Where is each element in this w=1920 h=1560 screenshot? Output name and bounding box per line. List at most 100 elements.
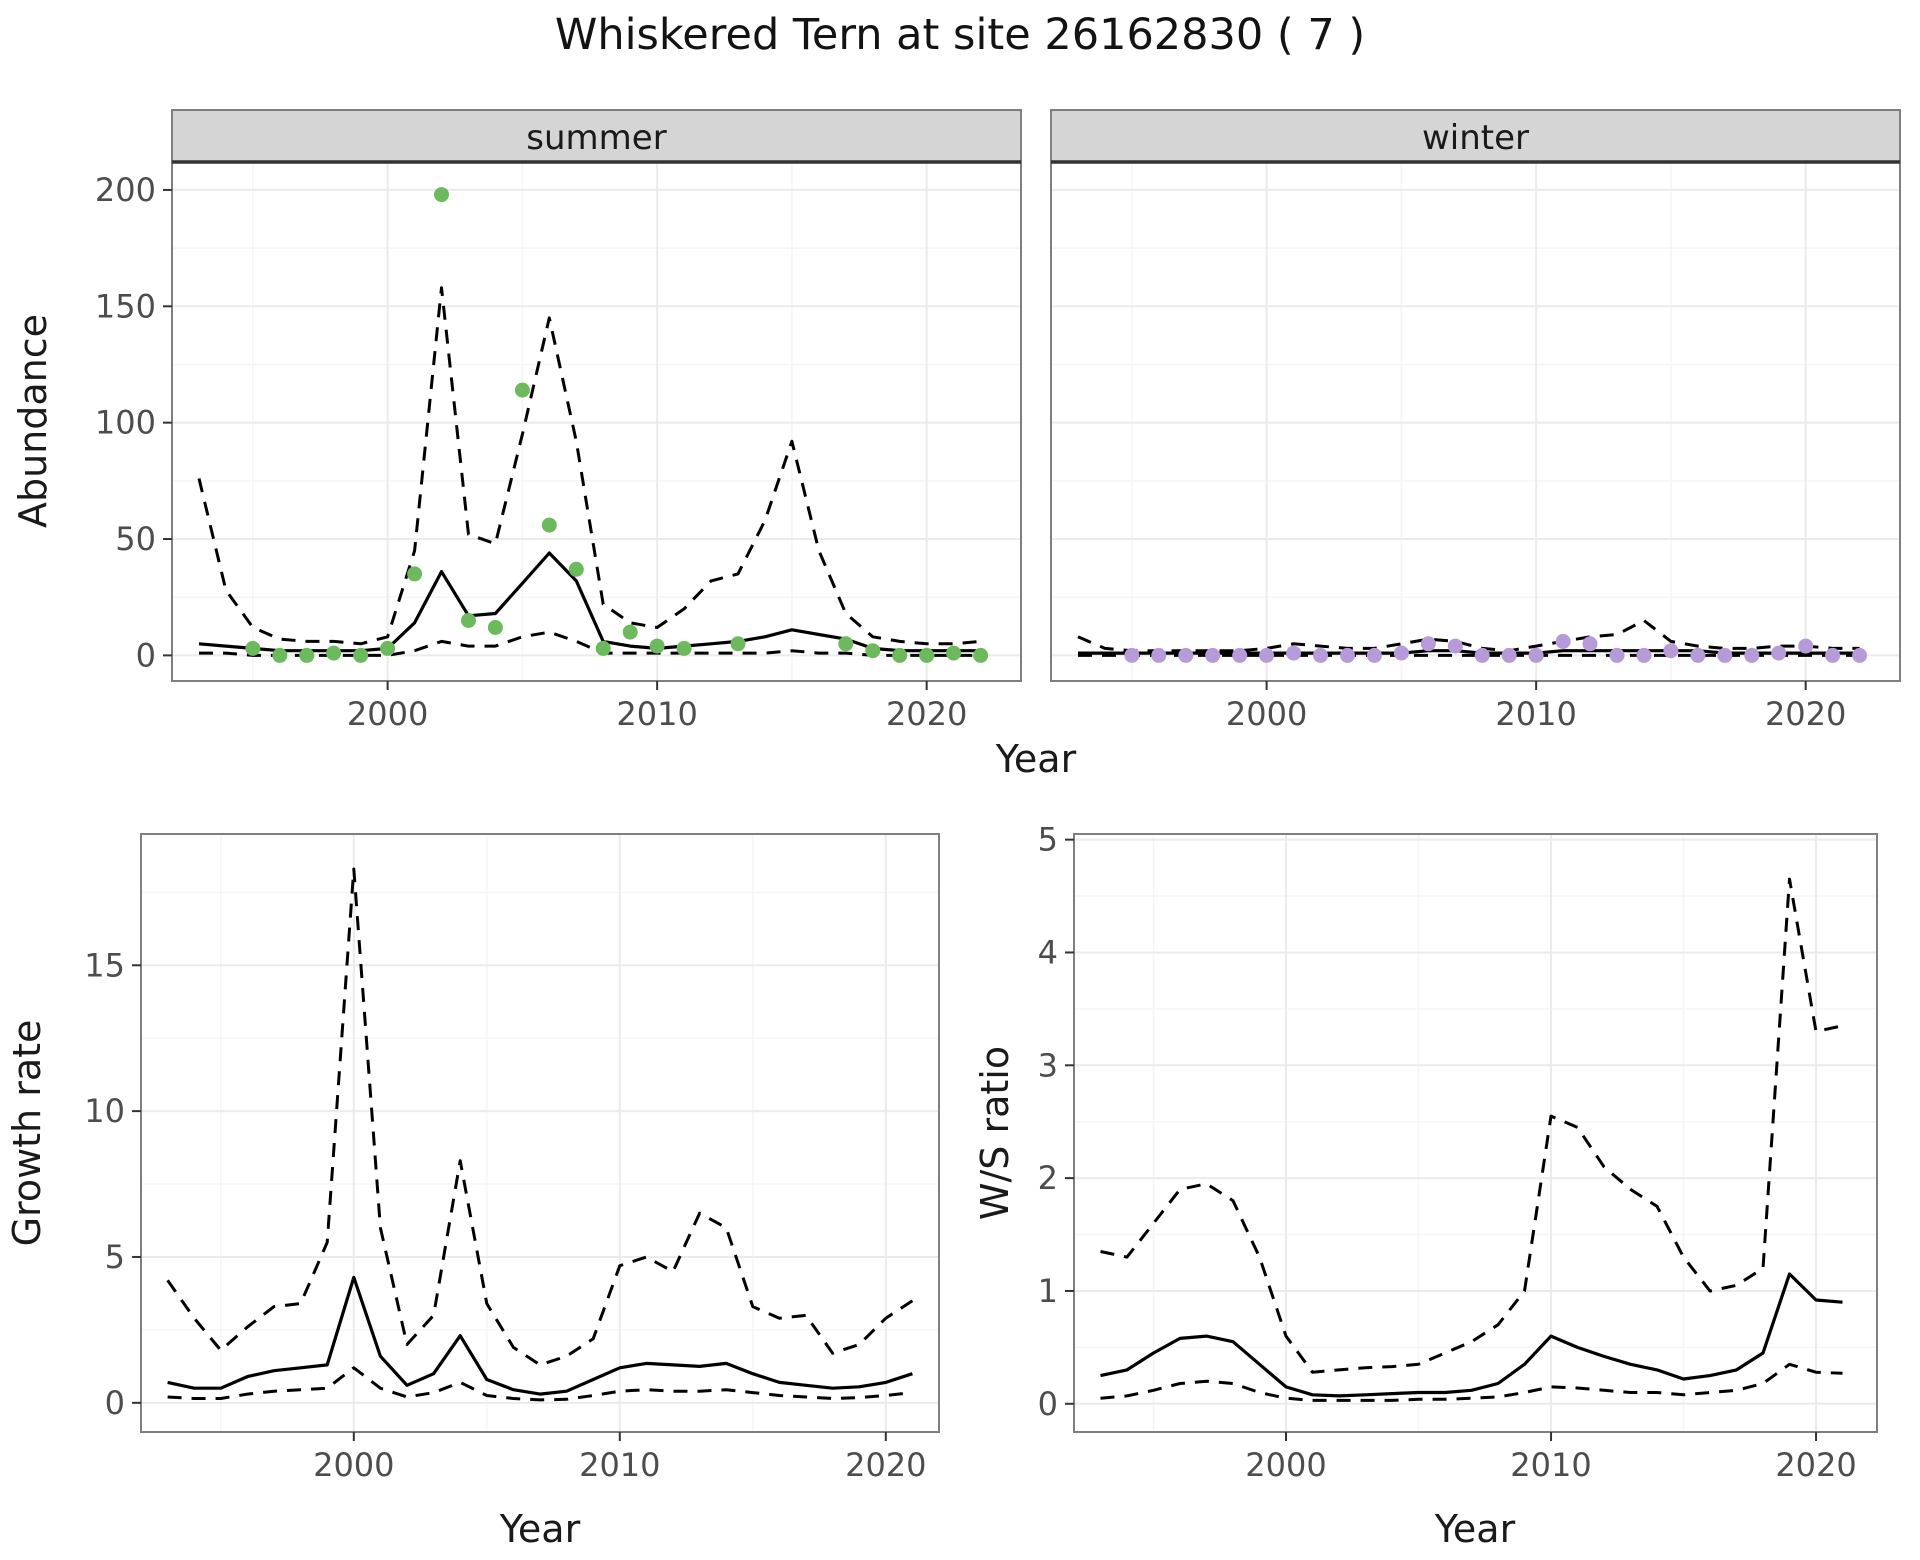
x-tick-label: 2000 <box>313 1446 394 1484</box>
data-point <box>1501 647 1517 663</box>
x-tick-label: 2020 <box>845 1446 926 1484</box>
data-point <box>649 638 665 654</box>
data-point <box>838 636 854 652</box>
x-tick-label: 2020 <box>1775 1446 1856 1484</box>
data-point <box>1690 647 1706 663</box>
data-point <box>1663 643 1679 659</box>
data-point <box>1771 645 1787 661</box>
panel-ws-ratio: 2000 2010 2020 0 1 2 3 4 5 <box>1038 821 1878 1484</box>
data-point <box>1555 633 1571 649</box>
data-point <box>1286 645 1302 661</box>
y-tick-label: 2 <box>1038 1159 1058 1197</box>
x-tick-label: 2000 <box>1245 1446 1326 1484</box>
data-point <box>1474 647 1490 663</box>
upper-ci-line <box>197 286 981 646</box>
data-point <box>919 647 935 663</box>
data-point <box>1366 647 1382 663</box>
data-point <box>1852 647 1868 663</box>
data-point <box>1609 647 1625 663</box>
x-tick-label: 2000 <box>1226 695 1307 733</box>
data-point <box>407 566 423 582</box>
panel-background <box>172 162 1021 681</box>
data-point <box>595 640 611 656</box>
lower-ci-line <box>1100 1362 1843 1402</box>
data-point <box>1205 647 1221 663</box>
facet-strip-label: summer <box>526 118 666 158</box>
data-point <box>514 382 530 398</box>
y-tick-label: 3 <box>1038 1046 1058 1084</box>
data-point <box>892 647 908 663</box>
data-point <box>326 645 342 661</box>
data-point <box>1178 647 1194 663</box>
data-point <box>946 645 962 661</box>
data-point <box>487 620 503 635</box>
y-tick-label: 10 <box>84 1092 125 1130</box>
y-tick-label: 15 <box>84 946 125 984</box>
data-point <box>461 613 476 628</box>
data-point <box>1447 638 1463 654</box>
y-tick-label: 0 <box>136 636 156 674</box>
x-tick-label: 2010 <box>579 1446 660 1484</box>
data-point <box>1393 645 1409 661</box>
data-point <box>622 624 638 640</box>
panel-abundance-summer: summer 2000 2010 2020 0 50 100 150 200 <box>95 109 1022 733</box>
data-point <box>1636 647 1652 663</box>
panel-border <box>140 833 940 1433</box>
data-point <box>1528 647 1544 663</box>
panel-background <box>1074 834 1877 1432</box>
observation-points <box>245 187 989 663</box>
x-tick-label: 2010 <box>616 695 697 733</box>
panel-background <box>1051 162 1900 681</box>
panel-border <box>1073 833 1878 1433</box>
data-point <box>1340 647 1355 663</box>
data-point <box>1232 647 1248 663</box>
panel-background <box>141 834 939 1432</box>
data-point <box>1582 636 1598 652</box>
y-tick-label: 5 <box>1038 821 1058 859</box>
data-point <box>1825 647 1841 663</box>
data-point <box>730 636 746 652</box>
data-point <box>380 640 396 656</box>
y-tick-label: 5 <box>105 1238 125 1276</box>
observation-points <box>1124 633 1868 663</box>
x-axis-title-year-growth: Year <box>499 1507 581 1551</box>
y-tick-label: 200 <box>95 171 156 209</box>
data-point <box>1420 636 1436 652</box>
data-point <box>541 517 557 533</box>
facet-strip <box>1050 109 1901 163</box>
data-point <box>299 647 315 663</box>
upper-ci-line <box>166 867 914 1367</box>
data-point <box>568 561 584 577</box>
y-tick-label: 100 <box>95 404 156 442</box>
data-point <box>1259 647 1275 663</box>
x-tick-label: 2020 <box>886 695 967 733</box>
data-point <box>1124 647 1140 663</box>
chart-title: Whiskered Tern at site 26162830 ( 7 ) <box>554 10 1366 60</box>
data-point <box>272 647 288 663</box>
panel-growth-rate: 2000 2010 2020 0 5 10 15 <box>84 833 940 1484</box>
data-point <box>1798 638 1814 654</box>
lower-ci-line <box>167 1366 913 1402</box>
data-point <box>865 643 881 659</box>
y-tick-label: 150 <box>95 287 156 325</box>
y-axis-title-abundance: Abundance <box>11 314 55 528</box>
y-tick-label: 50 <box>115 520 156 558</box>
data-point <box>1313 647 1328 663</box>
mean-line <box>1100 1272 1843 1398</box>
data-point <box>973 647 989 663</box>
data-point <box>676 640 692 656</box>
y-axis-title-ws-ratio: W/S ratio <box>973 1046 1017 1220</box>
mean-line <box>167 1275 913 1396</box>
y-tick-label: 4 <box>1038 933 1058 971</box>
x-tick-label: 2010 <box>1510 1446 1591 1484</box>
data-point <box>245 640 261 656</box>
facet-strip <box>171 109 1022 163</box>
y-tick-label: 0 <box>1038 1385 1058 1423</box>
x-tick-label: 2020 <box>1765 695 1846 733</box>
data-point <box>1744 647 1760 663</box>
data-point <box>353 647 369 663</box>
data-point <box>1151 647 1167 663</box>
x-tick-label: 2000 <box>347 695 428 733</box>
y-tick-label: 0 <box>105 1384 125 1422</box>
